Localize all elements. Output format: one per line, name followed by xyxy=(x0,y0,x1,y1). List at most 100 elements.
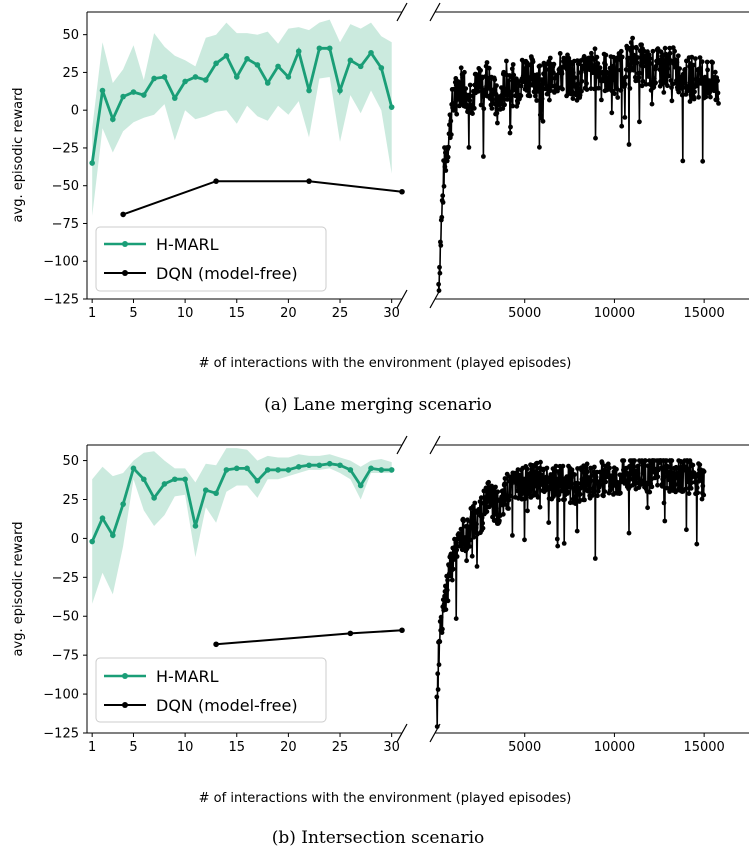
axis-break-mark xyxy=(429,723,441,743)
hmarl-point xyxy=(171,95,178,101)
hmarl-point xyxy=(223,53,230,59)
right-series-point xyxy=(445,598,451,604)
right-series-point xyxy=(518,83,524,89)
y-tick-label: −50 xyxy=(52,610,79,625)
right-series-point xyxy=(701,469,707,474)
hmarl-confidence-band xyxy=(92,19,392,216)
hmarl-point xyxy=(347,467,354,473)
right-series-point xyxy=(575,81,581,87)
right-series-point xyxy=(499,85,504,90)
right-series-point xyxy=(662,474,667,480)
right-series-point xyxy=(689,480,694,485)
right-series-point xyxy=(494,506,499,511)
right-series-point xyxy=(684,58,689,64)
right-series-point xyxy=(585,488,591,494)
right-series-point xyxy=(454,111,460,117)
legend-hmarl-marker xyxy=(122,241,128,247)
right-series-point xyxy=(536,72,541,78)
right-series-point xyxy=(509,66,515,72)
right-series-point xyxy=(437,264,442,270)
right-series-point xyxy=(636,475,641,481)
right-series-point xyxy=(499,92,505,98)
right-series-point xyxy=(520,79,526,85)
right-series-point xyxy=(665,66,671,72)
right-series-point xyxy=(595,488,601,494)
x-axis-label: # of interactions with the environment (… xyxy=(199,356,572,371)
right-plot-content xyxy=(434,457,707,729)
hmarl-point xyxy=(161,481,168,487)
right-series-point xyxy=(556,492,562,498)
right-series-point xyxy=(656,57,662,63)
right-series-point xyxy=(710,60,715,65)
right-series-point xyxy=(598,482,603,488)
right-series-point xyxy=(504,97,510,102)
right-series-point xyxy=(703,94,709,100)
right-series-point xyxy=(509,481,514,487)
hmarl-point xyxy=(120,501,126,507)
right-series-point xyxy=(436,662,442,668)
right-series-point xyxy=(537,504,543,510)
hmarl-point xyxy=(223,467,230,473)
dqn-point xyxy=(347,630,354,637)
right-series-point xyxy=(500,488,506,494)
right-series-point xyxy=(541,71,546,77)
right-series-point xyxy=(605,461,611,467)
right-series-point xyxy=(689,54,695,60)
right-series-point xyxy=(447,122,452,128)
legend: H-MARL DQN (model-free) xyxy=(95,226,327,292)
right-series-point xyxy=(458,65,464,71)
right-series-point xyxy=(557,470,563,475)
right-series-point xyxy=(477,507,482,513)
right-series-point xyxy=(492,77,498,83)
right-series-point xyxy=(511,87,517,93)
dqn-point xyxy=(213,178,219,184)
right-series-point xyxy=(592,464,597,470)
right-series-point xyxy=(479,84,484,90)
right-series-point xyxy=(696,94,701,100)
right-series-point xyxy=(610,63,616,69)
right-series-point xyxy=(551,61,557,67)
right-series-point xyxy=(481,106,487,112)
right-series-point xyxy=(614,86,620,92)
right-series-point xyxy=(481,154,486,159)
right-series-point xyxy=(467,537,473,543)
right-series-point xyxy=(440,200,446,205)
right-series-point xyxy=(445,154,451,160)
right-series-point xyxy=(488,502,494,508)
right-series-point xyxy=(580,64,586,70)
right-series-point xyxy=(489,492,495,497)
right-series-point xyxy=(499,97,505,103)
right-series-point xyxy=(665,83,670,89)
right-series-point xyxy=(698,476,704,482)
right-series-point xyxy=(680,71,686,77)
right-series-point xyxy=(664,458,669,463)
right-series-point xyxy=(491,87,497,93)
hmarl-point xyxy=(244,56,250,62)
right-series-point xyxy=(618,88,624,93)
right-series-point xyxy=(666,73,672,79)
right-series-point xyxy=(513,93,518,99)
caption: (a) Lane merging scenario xyxy=(264,395,492,415)
hmarl-point xyxy=(285,467,292,473)
right-series-point xyxy=(686,491,692,496)
axis-break-mark xyxy=(396,723,408,743)
right-series-point xyxy=(615,95,621,100)
right-series-point xyxy=(553,463,559,469)
y-tick-label: −100 xyxy=(43,688,79,703)
right-series-point xyxy=(682,67,688,72)
right-series-point xyxy=(468,519,473,525)
legend-hmarl-label: H-MARL xyxy=(156,235,219,254)
hmarl-point xyxy=(326,45,333,52)
hmarl-point xyxy=(233,74,240,80)
right-series-point xyxy=(593,474,599,480)
right-series-point xyxy=(589,493,595,498)
hmarl-point xyxy=(130,465,137,472)
x-tick-label: 15000 xyxy=(683,740,724,755)
right-series-point xyxy=(484,509,490,514)
y-tick-label: −50 xyxy=(52,179,79,194)
y-tick-label: −25 xyxy=(52,571,79,586)
y-tick-label: −100 xyxy=(43,255,79,270)
right-series-point xyxy=(577,491,583,497)
right-series-point xyxy=(474,521,479,527)
right-series-point xyxy=(461,518,466,524)
